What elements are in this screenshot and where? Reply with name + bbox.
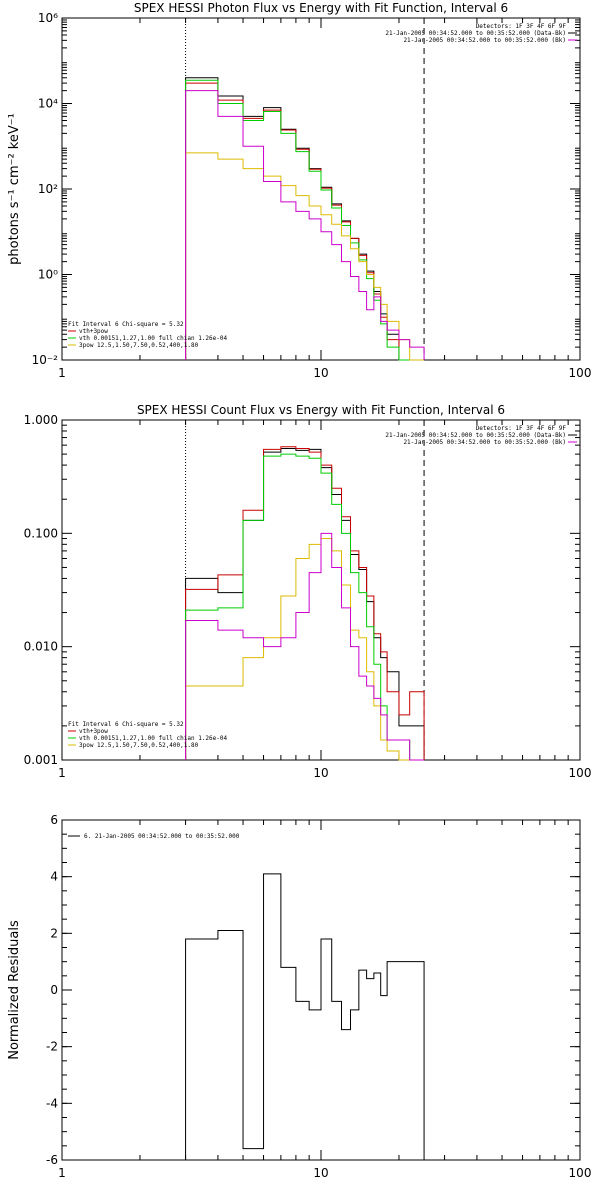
- y-tick-label: 0: [50, 983, 58, 997]
- y-tick-label: 10⁶: [38, 11, 58, 25]
- y-tick-label: -2: [46, 1040, 58, 1054]
- y-tick-label: 6: [50, 813, 58, 827]
- legend-entry: 6. 21-Jan-2005 00:34:52.000 to 00:35:52.…: [84, 833, 240, 840]
- info-line: Detectors: 1F 3F 4F 6F 9F: [476, 23, 567, 30]
- x-tick-label: 1: [58, 1166, 66, 1180]
- fit-legend: Fit Interval 6 Chi-square = 5.32vth+3pow…: [68, 321, 227, 349]
- x-tick-label: 10: [313, 1166, 328, 1180]
- y-axis: 0.001 0.010 0.100 1.000: [24, 413, 580, 767]
- fit-line: vth+3pow: [79, 328, 108, 335]
- panel-3: 1 10 100 -6 -4 -2 0 2 4 6 Normalized Residuals 6. 2…: [7, 813, 591, 1180]
- y-tick-label: 0.100: [24, 526, 58, 540]
- info-line: Detectors: 1F 3F 4F 6F 9F: [476, 425, 567, 432]
- y-tick-label: 1.000: [24, 413, 58, 427]
- series-data: [185, 873, 425, 1160]
- y-axis: 10⁻² 10⁰ 10² 10⁴ 10⁶: [32, 11, 580, 367]
- residual-legend: 6. 21-Jan-2005 00:34:52.000 to 00:35:52.…: [68, 833, 240, 840]
- fit-line: vth 0.00151,1.27,1.00 full chian 1.26e-0…: [79, 335, 227, 342]
- fit-legend: Fit Interval 6 Chi-square = 5.32vth+3pow…: [68, 721, 227, 749]
- x-tick-label: 10: [313, 766, 328, 780]
- info-line: 21-Jan-2005 00:34:52.000 to 00:35:52.000…: [385, 30, 566, 37]
- y-axis-label: Normalized Residuals: [7, 920, 22, 1060]
- fit-line: 3pow 12.5,1.50,7.50,0.52,400,1.80: [79, 342, 199, 349]
- panel-1: SPEX HESSI Photon Flux vs Energy with Fi…: [7, 1, 591, 380]
- info-line: 21-Jan-2005 00:34:52.000 to 00:35:52.000…: [385, 432, 566, 439]
- fit-line: Fit Interval 6 Chi-square = 5.32: [68, 721, 184, 728]
- y-tick-label: 4: [50, 870, 58, 884]
- x-axis: 1 10 100: [58, 420, 591, 780]
- series-background: [185, 532, 425, 761]
- y-tick-label: -4: [46, 1096, 58, 1110]
- chart-title: SPEX HESSI Count Flux vs Energy with Fit…: [137, 403, 505, 417]
- fit-line: vth 0.00151,1.27,1.00 full chian 1.26e-0…: [79, 735, 227, 742]
- y-axis: -6 -4 -2 0 2 4 6: [46, 813, 580, 1167]
- series-data: [185, 77, 425, 361]
- fit-line: Fit Interval 6 Chi-square = 5.32: [68, 321, 184, 328]
- y-tick-label: 0.010: [24, 640, 58, 654]
- x-tick-label: 1: [58, 766, 66, 780]
- x-tick-label: 100: [569, 366, 592, 380]
- y-tick-label: 0.001: [24, 753, 58, 767]
- series-vth: [185, 79, 425, 361]
- x-tick-label: 100: [569, 766, 592, 780]
- info-line: 21-Jan-2005 00:34:52.000 to 00:35:52.000…: [403, 439, 566, 446]
- panel-2: SPEX HESSI Count Flux vs Energy with Fit…: [24, 403, 592, 780]
- fit-line: 3pow 12.5,1.50,7.50,0.52,400,1.80: [79, 742, 199, 749]
- x-tick-label: 100: [569, 1166, 592, 1180]
- y-axis-label: photons s⁻¹ cm⁻² keV⁻¹: [7, 113, 22, 265]
- y-tick-label: 10²: [38, 182, 58, 196]
- series-3pow: [185, 538, 425, 761]
- series-data: [185, 448, 425, 760]
- series-total: [185, 82, 425, 361]
- y-tick-label: 10⁰: [38, 268, 58, 282]
- y-tick-label: 10⁴: [38, 97, 58, 111]
- series-total: [185, 446, 425, 760]
- y-tick-label: -6: [46, 1153, 58, 1167]
- x-axis: 1 10 100: [58, 18, 591, 380]
- chart-title: SPEX HESSI Photon Flux vs Energy with Fi…: [134, 1, 508, 15]
- series-vth: [185, 453, 425, 761]
- x-tick-label: 1: [58, 366, 66, 380]
- y-tick-label: 2: [50, 926, 58, 940]
- x-tick-label: 10: [313, 366, 328, 380]
- info-line: 21-Jan-2005 00:34:52.000 to 00:35:52.000…: [403, 37, 566, 44]
- series-background: [185, 90, 425, 360]
- series-3pow: [185, 152, 425, 361]
- x-axis: 1 10 100: [58, 820, 591, 1180]
- y-tick-label: 10⁻²: [32, 353, 59, 367]
- fit-line: vth+3pow: [79, 728, 108, 735]
